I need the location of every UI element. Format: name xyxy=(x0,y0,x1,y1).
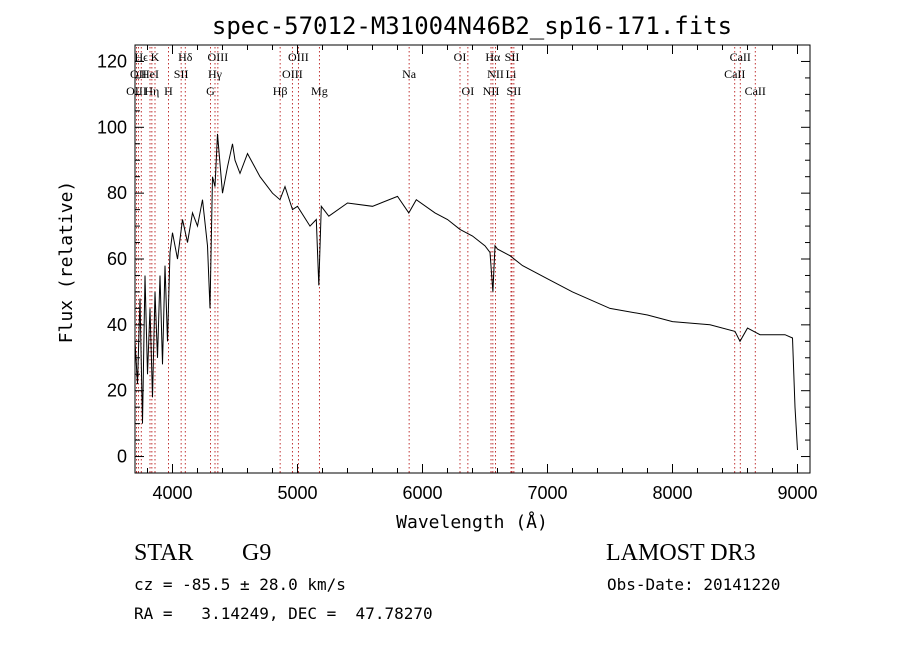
x-tick-label: 5000 xyxy=(277,483,317,503)
reference-line-label: H xyxy=(164,84,173,98)
coordinates: RA = 3.14249, DEC = 47.78270 xyxy=(134,604,433,623)
obs-date: Obs-Date: 20141220 xyxy=(607,575,781,594)
chart-title: spec-57012-M31004N46B2_sp16-171.fits xyxy=(212,12,732,40)
x-tick-label: 7000 xyxy=(527,483,567,503)
x-axis-ticks: 4000 5000 6000 7000 8000 9000 xyxy=(147,45,818,503)
reference-line-label: Na xyxy=(402,67,417,81)
reference-line-label: SII xyxy=(174,67,189,81)
redshift-text: cz = -85.5 ± 28.0 km/s xyxy=(134,575,346,594)
x-tick-label: 8000 xyxy=(652,483,692,503)
reference-line-label: Hβ xyxy=(273,84,288,98)
reference-line-label: CaII xyxy=(724,67,745,81)
reference-line-label: OIII xyxy=(208,50,229,64)
reference-line-label: K xyxy=(151,50,160,64)
y-tick-label: 40 xyxy=(107,315,127,335)
y-axis-label: Flux (relative) xyxy=(56,181,77,344)
y-tick-label: 80 xyxy=(107,183,127,203)
reference-line-label: NII xyxy=(487,67,504,81)
y-tick-label: 100 xyxy=(97,117,127,137)
reference-lines xyxy=(136,47,756,473)
object-class: STAR xyxy=(134,540,194,566)
reference-line-label: Hϵ xyxy=(134,50,148,64)
plot-frame xyxy=(134,44,811,474)
reference-line-label: CaII xyxy=(730,50,751,64)
reference-line-label: Mg xyxy=(311,84,328,98)
reference-line-label: SII xyxy=(505,50,520,64)
y-tick-label: 20 xyxy=(107,381,127,401)
reference-line-label: Hδ xyxy=(178,50,193,64)
reference-line-label: OIII xyxy=(282,67,303,81)
y-tick-label: 0 xyxy=(117,447,127,467)
reference-line-label: OIII xyxy=(288,50,309,64)
reference-line-label: Hγ xyxy=(208,67,223,81)
reference-line-label: HeI xyxy=(141,67,159,81)
y-axis-ticks: 0 20 40 60 80 100 120 xyxy=(97,51,810,467)
reference-line-label: Li xyxy=(506,67,517,81)
reference-line-label: Hη xyxy=(144,84,159,98)
x-axis-label: Wavelength (Å) xyxy=(396,511,548,533)
reference-line-label: CaII xyxy=(745,84,766,98)
object-subclass: G9 xyxy=(242,540,272,566)
x-tick-label: 6000 xyxy=(402,483,442,503)
flux-series-line xyxy=(134,133,798,451)
x-tick-label: 4000 xyxy=(152,483,192,503)
reference-line-label: G xyxy=(206,84,215,98)
reference-line-label: Hα xyxy=(485,50,501,64)
y-tick-label: 120 xyxy=(97,51,127,71)
y-tick-label: 60 xyxy=(107,249,127,269)
reference-line-label: OIII xyxy=(126,84,147,98)
reference-line-label: OI xyxy=(454,50,467,64)
reference-line-label: OI xyxy=(462,84,475,98)
reference-line-label: NII xyxy=(483,84,500,98)
reference-line-label: OII xyxy=(130,67,147,81)
survey-name: LAMOST DR3 xyxy=(606,540,756,566)
reference-line-label: SII xyxy=(507,84,522,98)
x-tick-label: 9000 xyxy=(777,483,817,503)
